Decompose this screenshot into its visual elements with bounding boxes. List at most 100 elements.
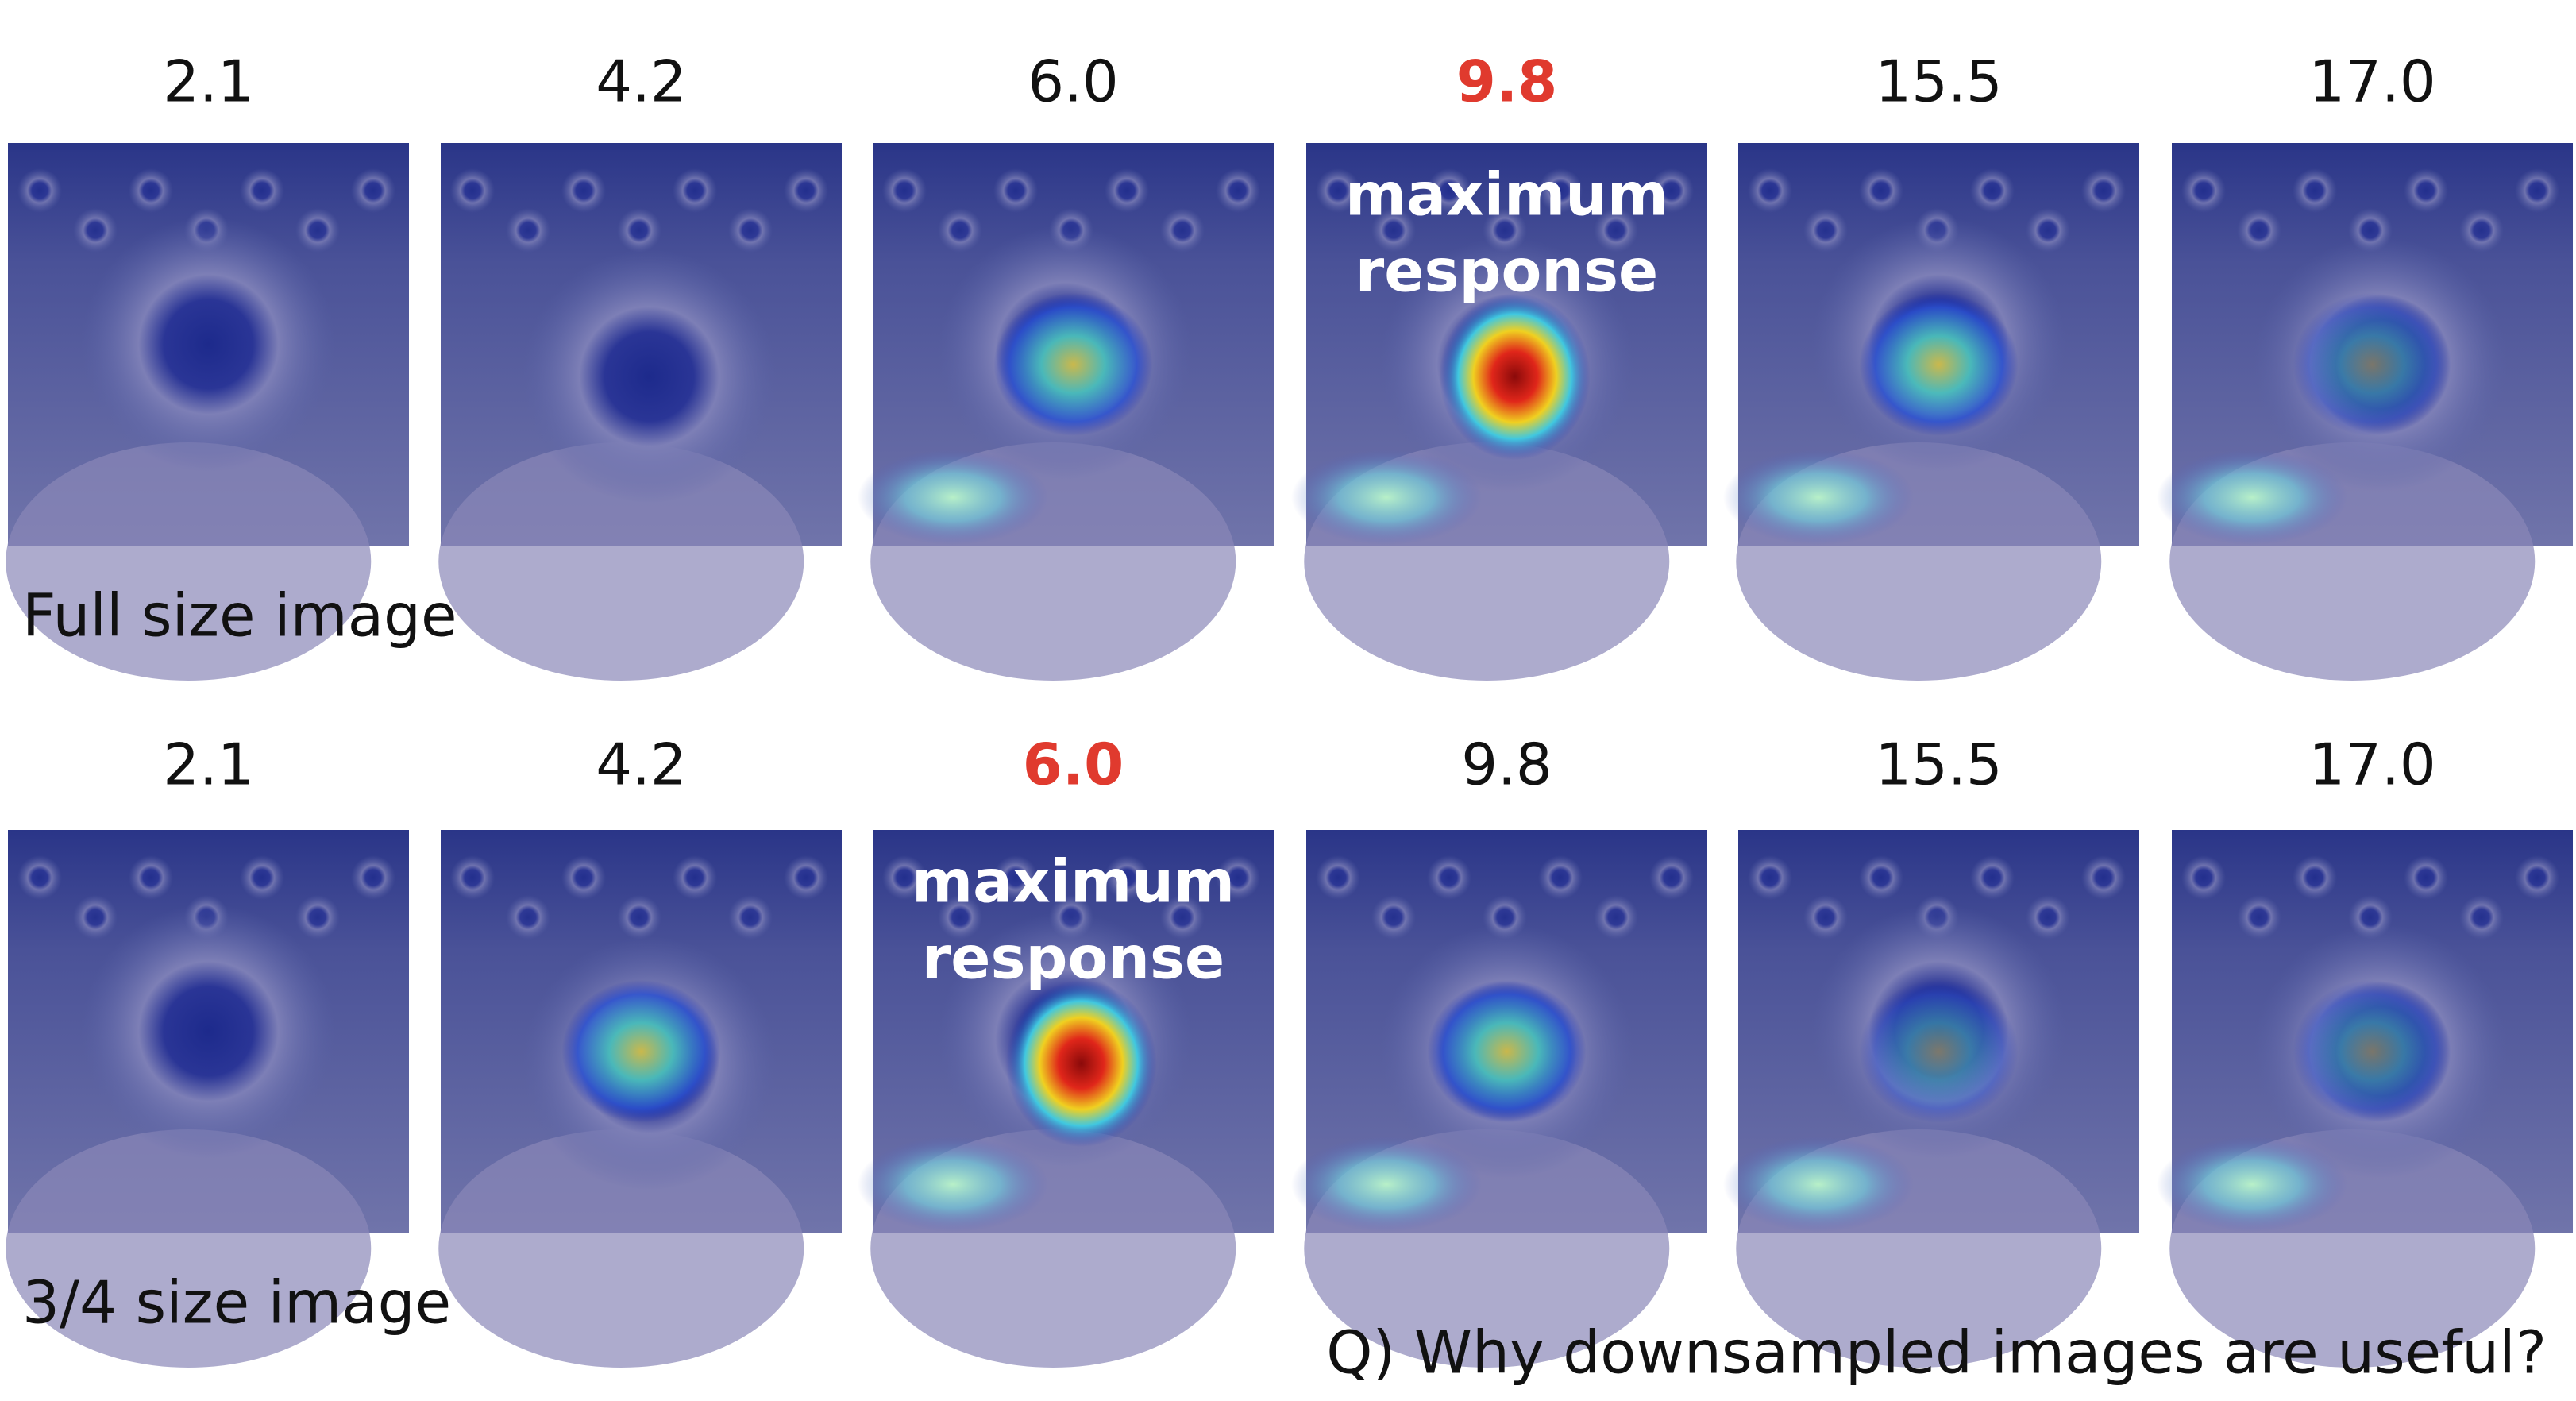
bottom-flower <box>6 442 372 681</box>
small-flower <box>938 208 982 253</box>
heatmap-tile <box>1723 143 2139 681</box>
small-flower <box>2181 168 2226 213</box>
annotation: response <box>922 924 1224 993</box>
small-flower <box>2404 855 2448 900</box>
small-flower <box>1748 168 1792 213</box>
center-flower <box>522 249 777 504</box>
hot-spot <box>1439 293 1591 461</box>
glow-spot <box>858 1137 1048 1233</box>
small-flower <box>450 855 495 900</box>
glow-spot <box>1291 1137 1482 1233</box>
small-flower <box>993 168 1038 213</box>
small-flower <box>993 855 1038 900</box>
small-flower <box>617 208 661 253</box>
scale-label: 6.0 <box>1028 48 1119 115</box>
glow-spot <box>2157 1137 2347 1233</box>
small-flower <box>1427 168 1471 213</box>
small-flower <box>1216 855 1260 900</box>
heatmap-tile <box>1291 830 1707 1368</box>
warm-spot <box>2293 979 2452 1123</box>
small-flower <box>784 168 828 213</box>
small-flower <box>1859 855 1903 900</box>
scale-label: 15.5 <box>1875 731 2002 798</box>
small-flower <box>1748 855 1792 900</box>
small-flower <box>1649 855 1694 900</box>
warm-spot <box>1427 979 1587 1123</box>
annotation: maximum <box>912 848 1235 917</box>
small-flower <box>2237 208 2281 253</box>
small-flower <box>1970 855 2015 900</box>
small-flower <box>129 168 173 213</box>
small-flower <box>2293 168 2337 213</box>
small-flower <box>673 855 717 900</box>
small-flower <box>17 855 62 900</box>
small-flower <box>1316 168 1360 213</box>
small-flower <box>882 855 927 900</box>
small-flower <box>1105 855 1149 900</box>
glow-spot <box>1723 1137 1914 1233</box>
small-flower <box>1371 208 1416 253</box>
small-flower <box>728 895 773 940</box>
scale-label: 4.2 <box>596 731 687 798</box>
heatmap-tile <box>858 830 1274 1368</box>
scale-label: 9.8 <box>1461 731 1552 798</box>
small-flower <box>784 855 828 900</box>
small-flower <box>561 855 606 900</box>
small-flower <box>938 895 982 940</box>
small-flower <box>673 168 717 213</box>
small-flower <box>1105 168 1149 213</box>
heatmap-tile <box>2157 143 2573 681</box>
small-flower <box>73 208 118 253</box>
small-flower <box>2237 895 2281 940</box>
small-flower <box>240 855 284 900</box>
scale-label: 2.1 <box>163 731 254 798</box>
small-flower <box>728 208 773 253</box>
center-flower <box>81 904 336 1159</box>
hot-spot <box>1005 980 1157 1148</box>
small-flower <box>1803 895 1848 940</box>
small-flower <box>2515 855 2559 900</box>
heatmap-tile <box>1723 830 2139 1368</box>
small-flower <box>73 895 118 940</box>
small-flower <box>1859 168 1903 213</box>
glow-spot <box>2157 450 2347 546</box>
small-flower <box>2515 168 2559 213</box>
small-flower <box>506 895 550 940</box>
small-flower <box>1316 855 1360 900</box>
scale-label: 17.0 <box>2308 48 2435 115</box>
small-flower <box>1649 168 1694 213</box>
small-flower <box>2459 208 2504 253</box>
heatmap-tile <box>6 143 409 681</box>
scale-label: 17.0 <box>2308 731 2435 798</box>
small-flower <box>351 168 395 213</box>
bottom-flower <box>6 1129 372 1368</box>
small-flower <box>2026 895 2070 940</box>
small-flower <box>1371 895 1416 940</box>
small-flower <box>1538 855 1583 900</box>
small-flower <box>1803 208 1848 253</box>
small-flower <box>1160 895 1205 940</box>
warm-spot <box>2293 292 2452 436</box>
glow-spot <box>1723 450 1914 546</box>
small-flower <box>2293 855 2337 900</box>
annotation: response <box>1355 237 1658 306</box>
small-flower <box>450 168 495 213</box>
scale-label: 6.0 <box>1023 731 1124 798</box>
heatmap-tile <box>2157 830 2573 1368</box>
small-flower <box>129 855 173 900</box>
small-flower <box>617 895 661 940</box>
small-flower <box>2081 855 2126 900</box>
small-flower <box>1216 168 1260 213</box>
small-flower <box>1538 168 1583 213</box>
small-flower <box>1594 895 1638 940</box>
small-flower <box>2081 168 2126 213</box>
scale-label: 4.2 <box>596 48 687 115</box>
small-flower <box>1970 168 2015 213</box>
glow-spot <box>858 450 1048 546</box>
small-flower <box>351 855 395 900</box>
glow-spot <box>1291 450 1482 546</box>
small-flower <box>2459 895 2504 940</box>
small-flower <box>1594 208 1638 253</box>
small-flower <box>561 168 606 213</box>
